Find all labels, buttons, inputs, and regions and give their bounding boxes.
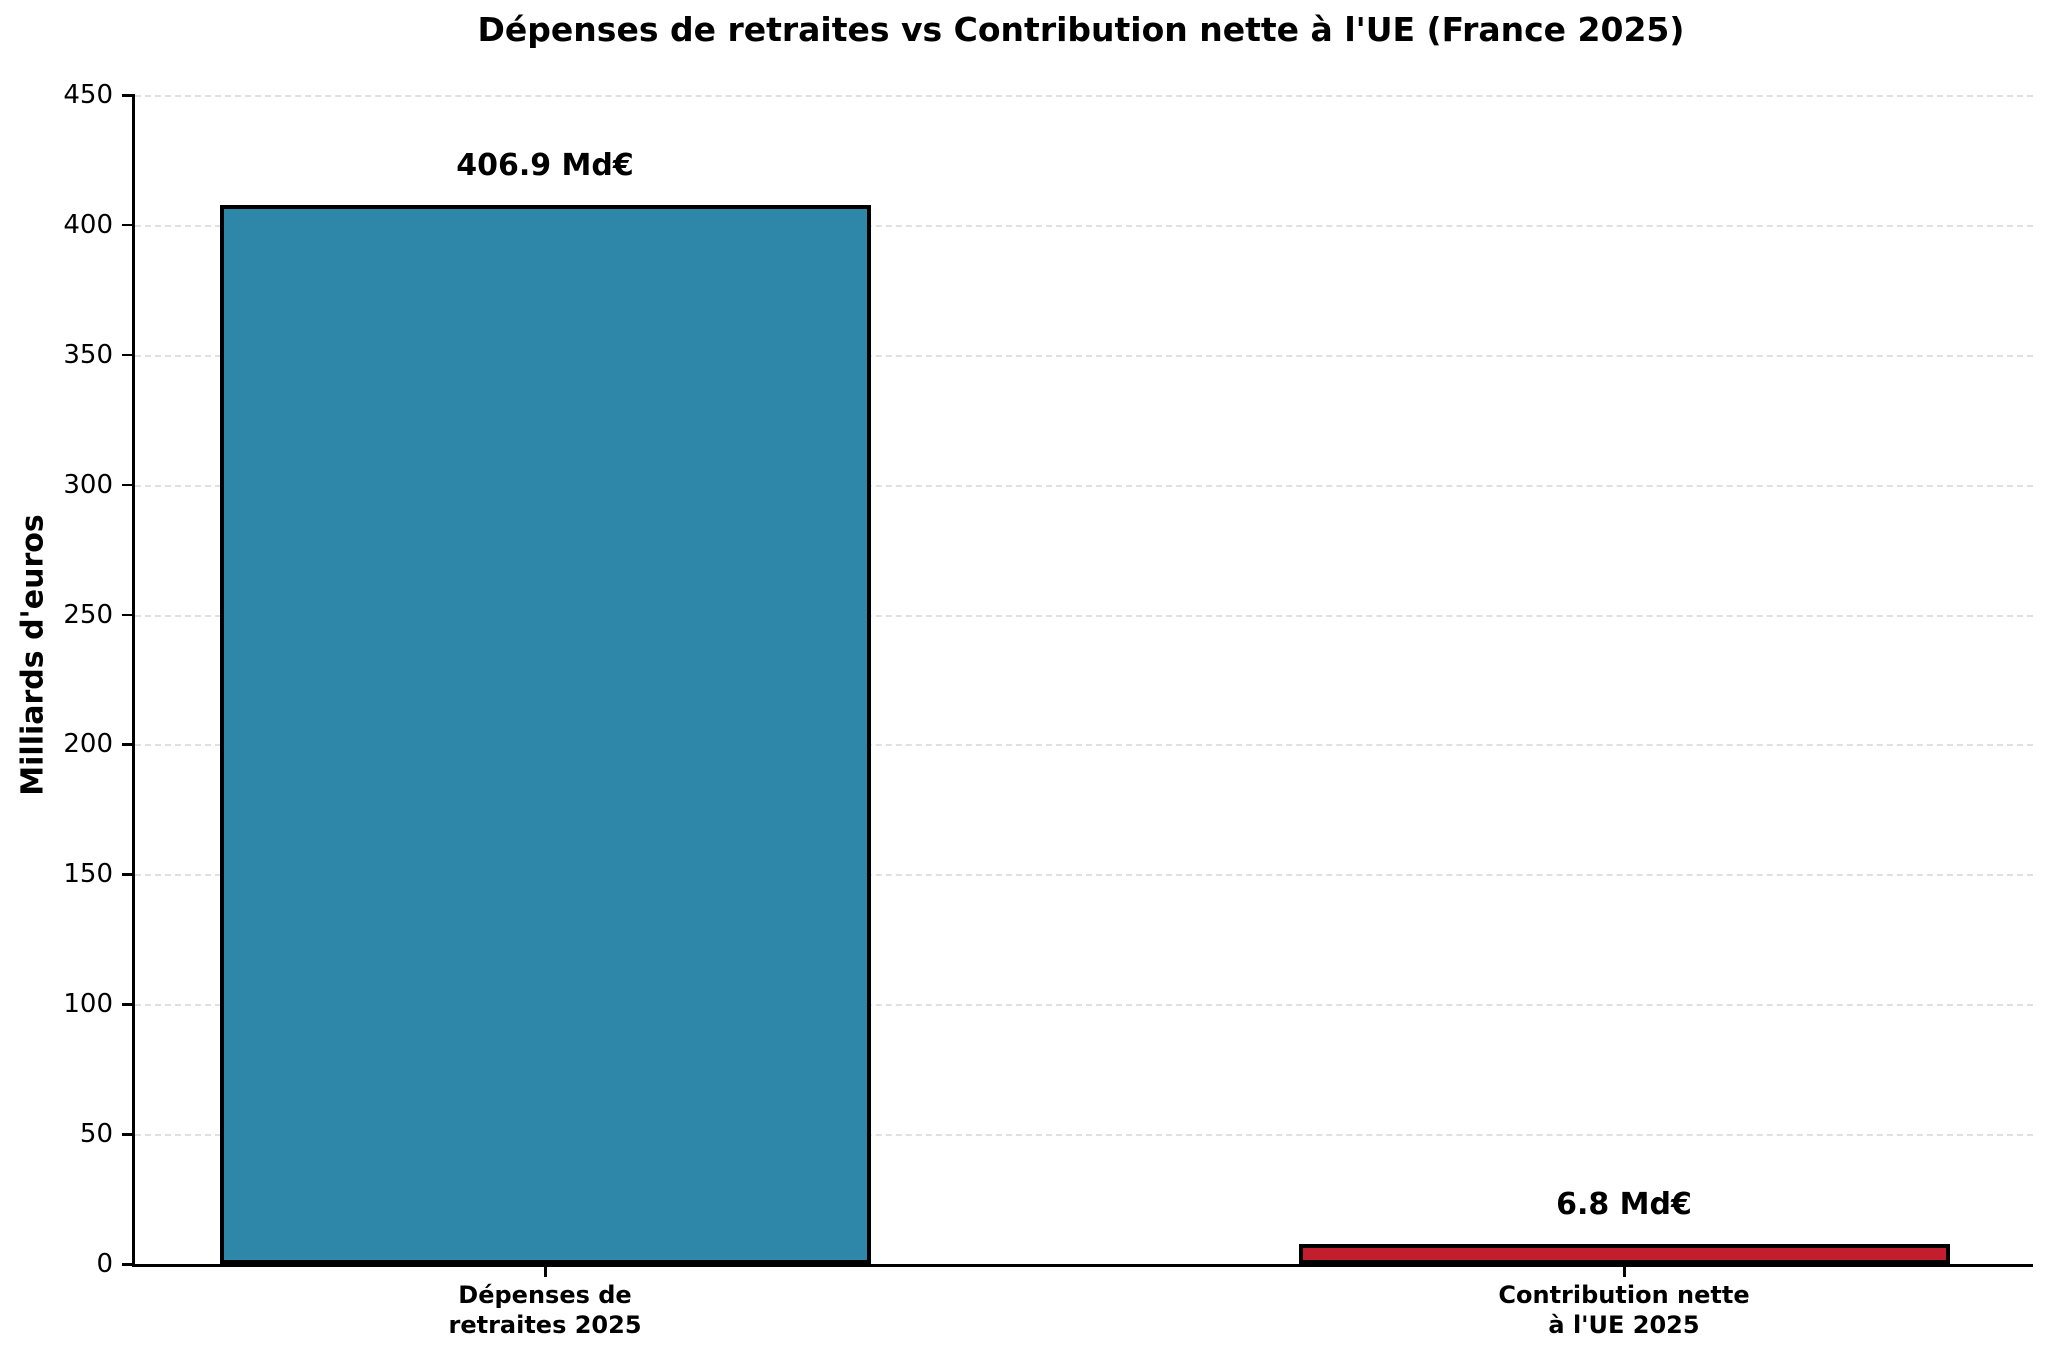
bar-value-label: 406.9 Md€ <box>456 147 634 183</box>
y-tick-mark-350 <box>122 353 135 357</box>
y-tick-label-250: 250 <box>63 599 113 630</box>
y-tick-label-350: 350 <box>63 339 113 370</box>
y-tick-mark-100 <box>122 1003 135 1006</box>
gridline-y-50 <box>135 1134 2033 1137</box>
y-tick-mark-150 <box>122 873 135 876</box>
y-tick-label-150: 150 <box>63 859 113 890</box>
x-tick-label-line: retraites 2025 <box>448 1311 642 1339</box>
bar-value-label: 6.8 Md€ <box>1556 1187 1692 1223</box>
chart-title: Dépenses de retraites vs Contribution ne… <box>477 10 1685 49</box>
bar-retraites <box>219 204 871 1264</box>
gridline-y-300 <box>135 484 2033 487</box>
gridline-y-350 <box>135 354 2033 357</box>
y-tick-mark-0 <box>122 1263 135 1266</box>
y-tick-mark-300 <box>122 483 135 487</box>
y-tick-label-400: 400 <box>63 209 113 240</box>
gridline-y-250 <box>135 614 2033 617</box>
y-tick-label-200: 200 <box>63 729 113 760</box>
y-tick-label-50: 50 <box>79 1119 113 1150</box>
y-tick-mark-450 <box>122 94 135 97</box>
x-tick-mark <box>544 1267 547 1277</box>
x-tick-label-line: Contribution nette <box>1498 1281 1750 1309</box>
y-tick-label-0: 0 <box>96 1249 113 1279</box>
gridline-y-150 <box>135 874 2033 877</box>
y-tick-mark-250 <box>122 613 135 617</box>
gridline-y-400 <box>135 224 2033 227</box>
x-tick-label: Dépenses de retraites 2025 <box>265 1280 825 1340</box>
x-tick-label: Contribution nette à l'UE 2025 <box>1344 1280 1904 1340</box>
y-tick-label-300: 300 <box>63 469 113 500</box>
plot-area: 0 50 100 150 200 250 300 350 400 450 406.9 Md€ Dépe… <box>63 80 2033 1339</box>
y-tick-mark-200 <box>122 743 135 746</box>
y-tick-label-450: 450 <box>63 80 113 110</box>
y-tick-label-100: 100 <box>63 989 113 1020</box>
x-tick-mark <box>1623 1267 1626 1277</box>
gridline-y-100 <box>135 1004 2033 1007</box>
x-tick-label-line: Dépenses de <box>458 1281 632 1309</box>
bar-contribution-ue <box>1298 1244 1950 1264</box>
y-tick-mark-50 <box>122 1133 135 1136</box>
gridline-y-200 <box>135 744 2033 747</box>
gridline-y-450 <box>135 95 2033 97</box>
x-tick-label-line: à l'UE 2025 <box>1548 1311 1700 1339</box>
y-tick-mark-400 <box>122 223 135 227</box>
